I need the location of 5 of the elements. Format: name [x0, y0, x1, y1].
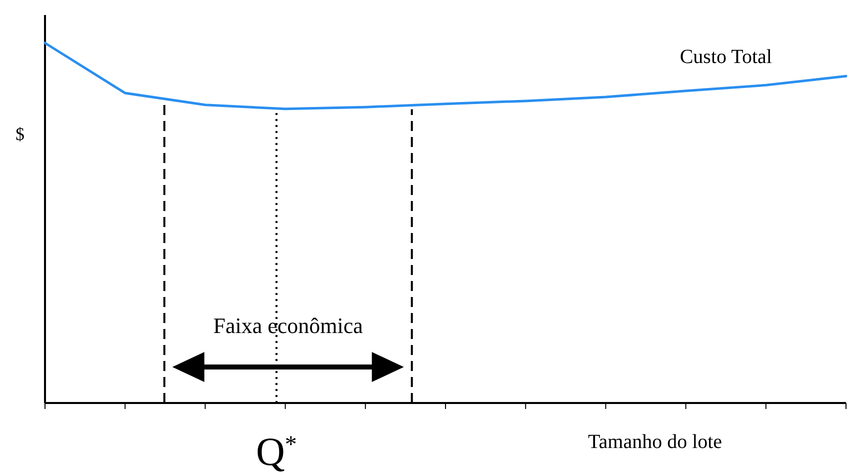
- x-axis-title: Tamanho do lote: [588, 431, 722, 453]
- y-axis-title: $: [16, 124, 24, 144]
- text: Q$^{*}$: [256, 429, 297, 474]
- series-label: Custo Total: [680, 46, 772, 68]
- annotation: Faixa econômica: [213, 313, 364, 338]
